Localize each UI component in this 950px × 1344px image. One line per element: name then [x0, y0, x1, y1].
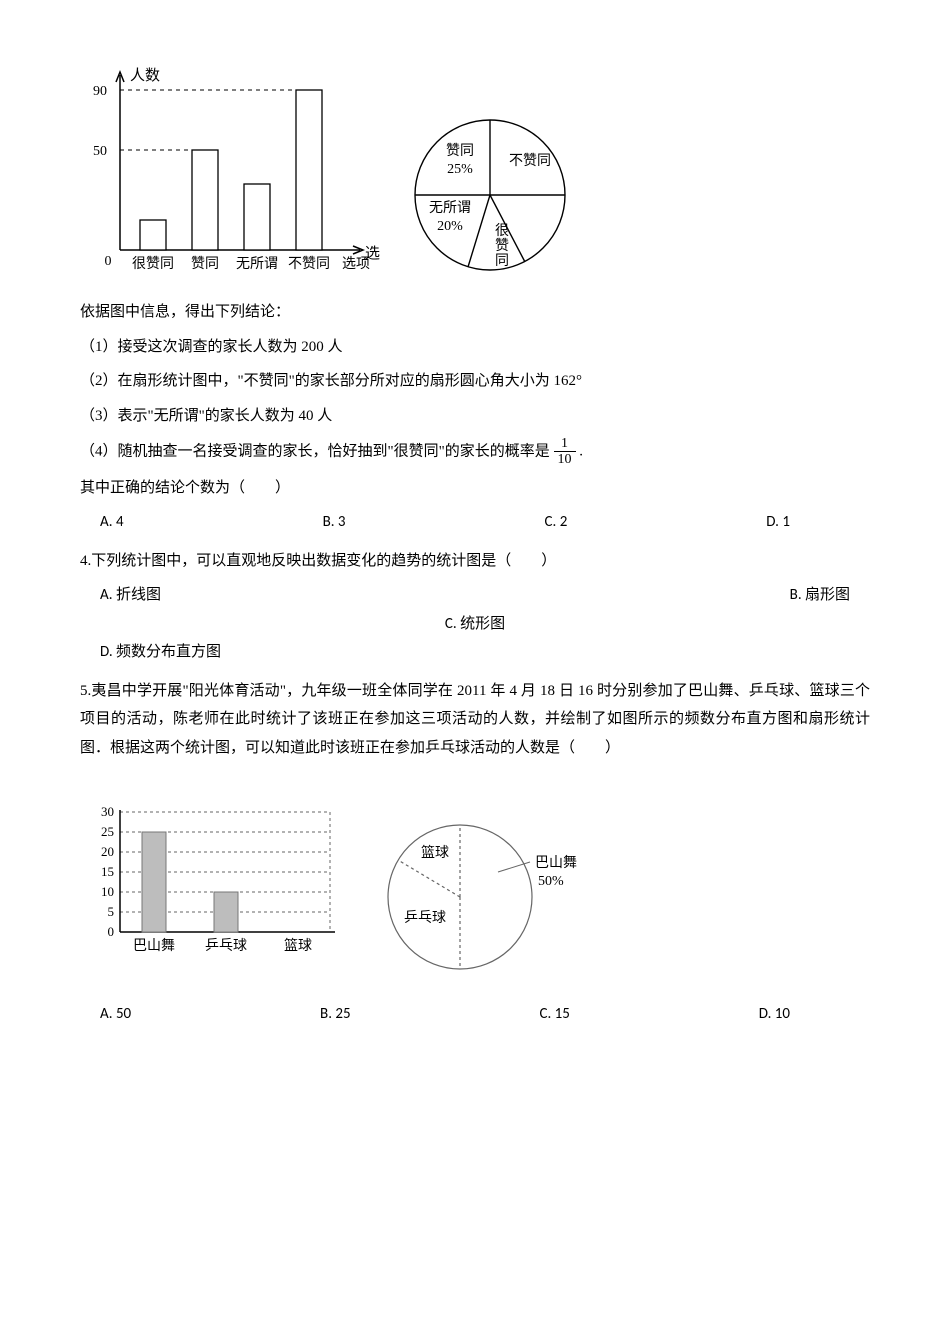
svg-text:50: 50 [93, 144, 107, 159]
q5-stem: 5.夷昌中学开展"阳光体育活动"，九年级一班全体同学在 2011 年 4 月 1… [80, 677, 870, 763]
q4-opt-a: A. 折线图 [100, 581, 161, 610]
svg-text:90: 90 [93, 84, 107, 99]
svg-text:很: 很 [495, 223, 509, 239]
q3-opt-b: B. 3 [323, 508, 346, 537]
svg-text:20: 20 [101, 844, 114, 859]
svg-text:不赞同: 不赞同 [288, 256, 330, 272]
svg-text:无所谓: 无所谓 [429, 200, 471, 216]
q5-opt-c: C. 15 [539, 1000, 569, 1029]
q5-charts: 30 25 20 15 10 5 0 巴山舞 乒乓球 篮球 篮球 乒乓 [80, 792, 870, 982]
q3-pie-chart: 赞同 25% 不赞同 无所谓 20% 很 赞 同 [400, 100, 580, 280]
q3-s4: （4）随机抽查一名接受调查的家长，恰好抽到"很赞同"的家长的概率是 1 10 . [80, 436, 870, 468]
q3-bar-chart: 人数 选 90 50 0 很赞同 赞同 无所谓 不赞同 选项 [80, 60, 380, 280]
svg-text:无所谓: 无所谓 [236, 256, 278, 272]
fraction-1-10: 1 10 [554, 436, 576, 468]
svg-text:赞同: 赞同 [191, 256, 219, 272]
q4-stem: 4.下列统计图中，可以直观地反映出数据变化的趋势的统计图是（ ） [80, 547, 870, 576]
q4-opt-d: D. 频数分布直方图 [100, 643, 221, 661]
svg-text:乒乓球: 乒乓球 [404, 910, 446, 926]
q4-opt-b: B. 扇形图 [790, 581, 850, 610]
svg-text:篮球: 篮球 [284, 938, 312, 954]
q3-opt-c: C. 2 [545, 508, 568, 537]
svg-text:篮球: 篮球 [421, 845, 449, 861]
q3-options: A. 4 B. 3 C. 2 D. 1 [80, 508, 870, 537]
q3-stem: 其中正确的结论个数为（ ） [80, 474, 870, 503]
q5-opt-d: D. 10 [759, 1000, 790, 1029]
q3-s1: （1）接受这次调查的家长人数为 200 人 [80, 333, 870, 362]
q4-opt-c: C. 统形图 [445, 615, 505, 633]
q3-intro: 依据图中信息，得出下列结论： [80, 298, 870, 327]
svg-text:赞同: 赞同 [446, 143, 474, 159]
svg-text:同: 同 [495, 254, 509, 269]
q3-opt-d: D. 1 [766, 508, 790, 537]
svg-text:25%: 25% [447, 162, 473, 177]
svg-text:巴山舞: 巴山舞 [535, 855, 577, 871]
q3-s2: （2）在扇形统计图中，"不赞同"的家长部分所对应的扇形圆心角大小为 162° [80, 367, 870, 396]
svg-text:0: 0 [105, 254, 112, 269]
q5-opt-a: A. 50 [100, 1000, 131, 1029]
q5-bar-chart: 30 25 20 15 10 5 0 巴山舞 乒乓球 篮球 [80, 792, 360, 982]
svg-text:25: 25 [101, 824, 114, 839]
svg-text:0: 0 [108, 924, 115, 939]
svg-text:巴山舞: 巴山舞 [133, 938, 175, 954]
svg-text:5: 5 [108, 904, 115, 919]
q4-options: A. 折线图 B. 扇形图 C. 统形图 D. 频数分布直方图 [80, 581, 870, 667]
svg-text:15: 15 [101, 864, 114, 879]
svg-text:30: 30 [101, 804, 114, 819]
svg-text:选项: 选项 [342, 256, 370, 272]
svg-text:20%: 20% [437, 219, 463, 234]
q5-pie-chart: 篮球 乒乓球 巴山舞 50% [380, 812, 580, 982]
svg-text:赞: 赞 [495, 238, 509, 254]
q3-charts: 人数 选 90 50 0 很赞同 赞同 无所谓 不赞同 选项 [80, 60, 870, 280]
svg-text:不赞同: 不赞同 [509, 153, 551, 169]
q5-opt-b: B. 25 [320, 1000, 351, 1029]
svg-text:乒乓球: 乒乓球 [205, 938, 247, 954]
q3-s3: （3）表示"无所谓"的家长人数为 40 人 [80, 402, 870, 431]
svg-text:50%: 50% [538, 874, 564, 889]
q5-options: A. 50 B. 25 C. 15 D. 10 [80, 1000, 870, 1029]
svg-text:10: 10 [101, 884, 114, 899]
svg-text:很赞同: 很赞同 [132, 256, 174, 272]
q3-opt-a: A. 4 [100, 508, 124, 537]
svg-text:人数: 人数 [130, 67, 160, 84]
